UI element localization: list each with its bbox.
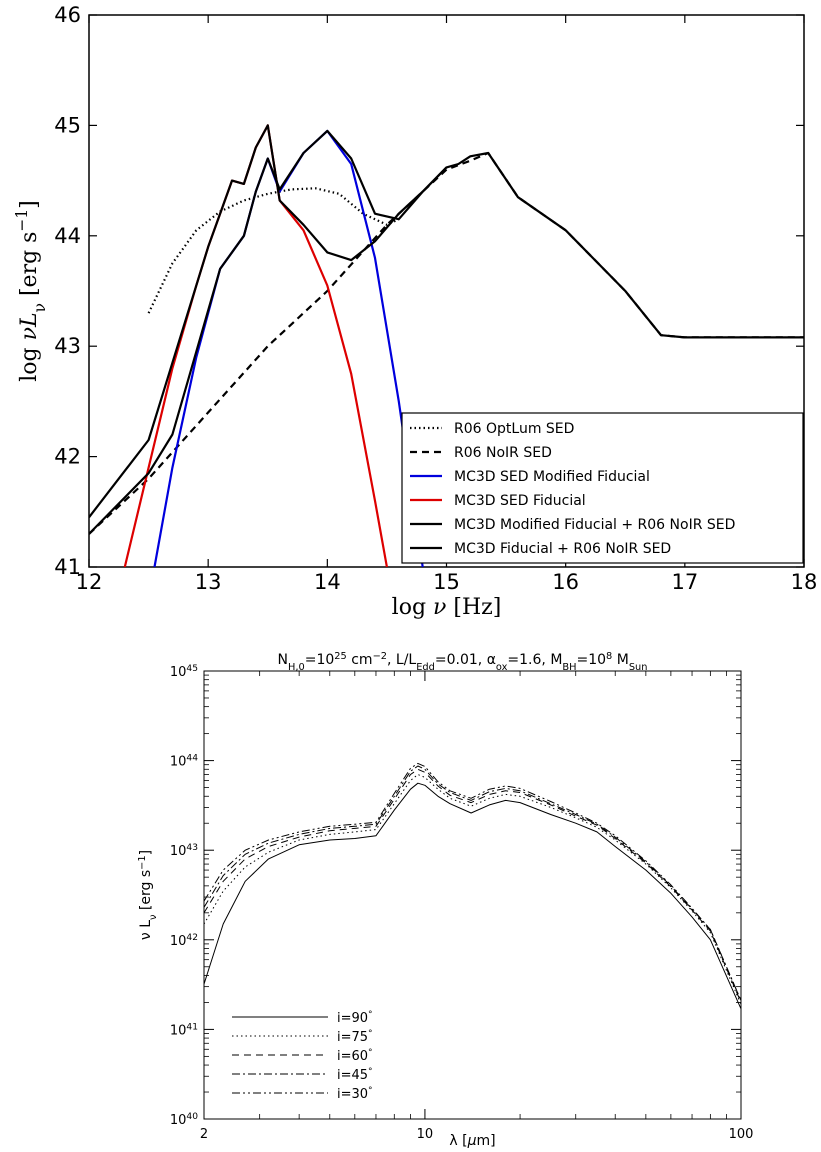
x-tick-label: 14 <box>314 570 341 594</box>
legend-label: MC3D SED Modified Fiducial <box>454 469 650 485</box>
x-tick-label: 15 <box>433 570 460 594</box>
y-tick-label: 41 <box>54 555 81 579</box>
series-line-3 <box>204 765 741 1001</box>
x-tick-label: 18 <box>791 570 818 594</box>
legend-label: R06 OptLum SED <box>454 421 574 437</box>
y-tick-label: 1040 <box>170 1112 198 1128</box>
series-line-4 <box>89 129 804 535</box>
x-tick-label: 12 <box>76 570 103 594</box>
legend-label: i=30° <box>337 1086 373 1102</box>
y-tick-label: 46 <box>54 3 81 27</box>
legend-box <box>401 412 804 564</box>
x-axis-label: log ν [Hz] <box>392 595 502 620</box>
x-axis-label: λ [μm] <box>449 1133 495 1149</box>
legend-label: i=90° <box>337 1010 373 1026</box>
chart-title: NH,0=1025 cm−2, L/LEdd=0.01, αox=1.6, MB… <box>278 651 648 673</box>
legend-label: R06 NoIR SED <box>454 445 552 461</box>
y-tick-label: 1043 <box>170 843 198 859</box>
series-group <box>89 124 804 567</box>
legend-label: i=75° <box>337 1029 373 1045</box>
series-line-1 <box>204 774 741 1005</box>
x-tick-label: 17 <box>671 570 698 594</box>
series-line-2 <box>204 768 741 1003</box>
series-line-5 <box>89 124 448 518</box>
legend-label: i=60° <box>337 1048 373 1064</box>
y-tick-label: 1042 <box>170 933 198 949</box>
y-tick-label: 1041 <box>170 1022 198 1038</box>
sed-wavelength-panel: 2 10 100 1040 1041 1042 1043 1044 1045 NH,0=1025 … <box>137 651 754 1150</box>
legend-label: i=45° <box>337 1067 373 1083</box>
legend-label: MC3D Fiducial + R06 NoIR SED <box>454 541 671 557</box>
y-tick-label: 1045 <box>170 664 198 680</box>
legend-label: MC3D Modified Fiducial + R06 NoIR SED <box>454 517 735 533</box>
y-tick-label: 44 <box>54 224 81 248</box>
y-axis-label: ν Lν [erg s−1] <box>137 850 159 940</box>
x-tick-label: 100 <box>729 1127 754 1142</box>
x-tick-label: 13 <box>195 570 222 594</box>
y-tick-label: 43 <box>54 334 81 358</box>
legend-label: MC3D SED Fiducial <box>454 493 586 509</box>
series-line-4 <box>204 762 741 1001</box>
x-tick-label: 16 <box>552 570 579 594</box>
y-tick-label: 42 <box>54 445 81 469</box>
series-group <box>204 762 741 1010</box>
plot-frame <box>203 670 742 1120</box>
x-tick-label: 10 <box>417 1127 434 1142</box>
series-line-0 <box>204 782 741 1010</box>
y-tick-label: 1044 <box>170 754 198 770</box>
y-axis-label: log νLν [erg s−1] <box>13 200 49 381</box>
y-tick-label: 45 <box>54 113 81 137</box>
series-line-2 <box>153 129 424 567</box>
sed-frequency-panel: 12 13 14 15 16 17 18 41 42 43 44 45 46 log ν [Hz] log … <box>13 3 817 620</box>
x-tick-label: 2 <box>200 1127 208 1142</box>
